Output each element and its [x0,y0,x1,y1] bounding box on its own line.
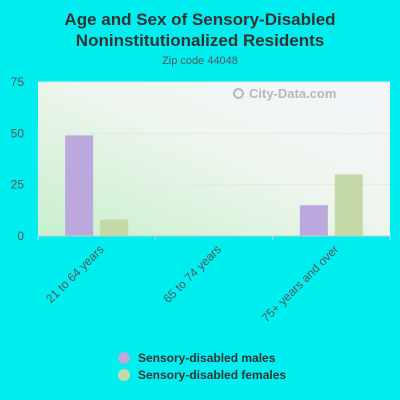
bar-females [100,219,129,236]
y-tick-label: 75 [11,75,25,89]
chart-title: Age and Sex of Sensory-Disabled Noninsti… [64,10,336,50]
legend-label-females: Sensory-disabled females [138,368,287,382]
x-category-label: 21 to 64 years [43,242,107,306]
chart-subtitle: Zip code 44048 [162,55,238,67]
plot-area [38,82,390,236]
x-category-label: 65 to 74 years [160,242,224,306]
y-tick-label: 0 [17,229,24,243]
bar-males [65,135,94,236]
bar-males [299,205,328,236]
magnifier-icon [233,88,244,99]
legend-item-females: Sensory-disabled females [118,367,286,383]
watermark-text: City-Data.com [249,86,337,101]
legend-item-males: Sensory-disabled males [118,350,286,366]
y-tick-label: 25 [11,178,25,192]
legend-label-males: Sensory-disabled males [138,351,276,365]
y-tick-label: 50 [11,126,25,140]
watermark: City-Data.com [233,86,336,101]
chart-legend: Sensory-disabled males Sensory-disabled … [118,350,286,384]
bar-females [334,174,363,236]
x-category-label: 75+ years and over [259,242,342,325]
legend-swatch-females [118,369,130,381]
legend-swatch-males [118,352,130,364]
